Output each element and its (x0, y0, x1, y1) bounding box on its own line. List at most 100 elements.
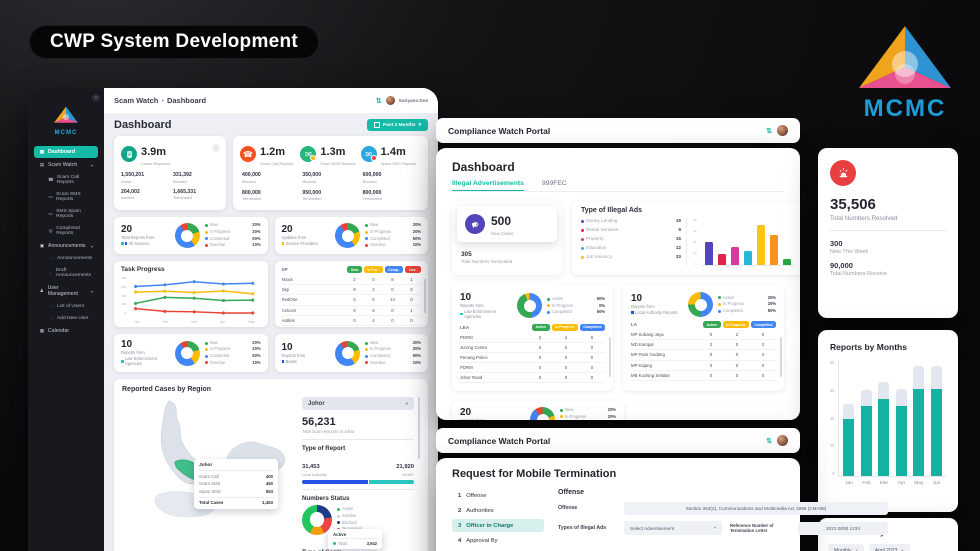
sidebar-group-announcements[interactable]: ▣ Announcements ▾ (39, 243, 93, 249)
series-bullet (124, 242, 128, 246)
tick-label: 0 (124, 311, 127, 315)
reports-by-months-card: Reports by Months 8k 6k 4k 2k 0 Jan Feb Mar Apr… (818, 330, 958, 512)
sort-toggle-icon[interactable]: ⇅ (375, 97, 382, 105)
user-icon: ♟ (39, 288, 44, 293)
sidebar-item-calendar[interactable]: ▦ Calendar (39, 328, 70, 334)
month-select[interactable]: April 2023 ▾ (868, 544, 910, 551)
bar (744, 250, 753, 265)
donut-chart (530, 407, 555, 420)
column-chip: Active (703, 321, 721, 328)
scamwatch-sidebar: ‹ MCMC ▦ Dashboard ▤ Scam Watch ▾ (28, 88, 104, 551)
table-row: MP Kajang 0 0 0 (631, 361, 776, 371)
column-chip: Ove.. (405, 266, 421, 273)
step-authorities[interactable]: 2 Authorities (458, 507, 494, 514)
illegal-ads-select[interactable]: Select Advertisement ▾ (624, 521, 722, 535)
stat-detail: 1,550,201 Active (121, 172, 145, 184)
frequency-select[interactable]: Monthly ▾ (828, 544, 864, 551)
scrollbar[interactable] (608, 337, 611, 377)
series-bullet (460, 312, 463, 316)
scrollbar[interactable] (779, 337, 782, 377)
termination-form-panel: Request for Mobile Termination 1 Offense … (436, 458, 888, 551)
illegal-ads-bar-chart (701, 217, 796, 266)
tick-label: 300 (121, 284, 127, 289)
scamwatch-body: Dashboard Past 2 Months ▾ (104, 113, 438, 551)
stat-card-report-types: ☎ 1.2m Scam Call Reports 400,000 Blocked 8… (233, 136, 428, 210)
tab-illegal-advertisements[interactable]: Illegal Advertisements (452, 180, 524, 191)
legend-item: Blocked (337, 520, 393, 527)
sidebar-item-draft-announcements[interactable]: - Draft Announcements (49, 268, 92, 278)
mail-icon: ✉ (360, 146, 377, 162)
legend-item: Overdue 10% (204, 360, 261, 367)
dash-bullet-icon: - (50, 256, 52, 261)
sidebar-item-list-of-users[interactable]: - List of Users (34, 301, 98, 312)
legend-item: Completed 50% (204, 353, 261, 360)
breadcrumb-section[interactable]: Scam Watch (114, 96, 159, 105)
avatar[interactable] (385, 96, 395, 105)
region-select[interactable]: Johor ▾ (302, 397, 414, 410)
legend-item: Inactive (337, 513, 393, 520)
scrollbar[interactable] (423, 279, 426, 313)
sidebar-item-completed-reports[interactable]: ◎ Completed Reports (48, 226, 80, 236)
scam-watch-icon: ▤ (39, 162, 45, 167)
sidebar-group-scam-watch[interactable]: ▤ Scam Watch ▾ (39, 162, 93, 168)
step-officer-in-charge[interactable]: 3 Officer in Charge (452, 519, 544, 532)
stat-details: 1,550,201 Active 331,392 Blocked 204,002 Inac… (121, 172, 219, 200)
avatar[interactable] (777, 125, 788, 136)
legend-item: Education 12 (581, 244, 681, 253)
step-offense[interactable]: 1 Offense (458, 492, 487, 499)
donut-legend: New 20% In Progress 20% (560, 407, 616, 420)
offense-input[interactable]: Section 263(2), Communications and Multi… (624, 502, 888, 515)
chevron-down-icon: ▾ (90, 288, 93, 294)
siren-icon (830, 160, 856, 186)
donut-card-all-sources: 20 Total Reports from All Sources New 20%… (114, 217, 268, 254)
table-row: MP Subang Jaya 0 2 0 (631, 330, 776, 341)
stat-detail: 800,000 Terminated (242, 189, 262, 202)
sort-toggle-icon[interactable]: ⇅ (766, 127, 772, 135)
sms-icon: ▭ (48, 211, 53, 216)
tab-999fec[interactable]: 999FEC (541, 180, 567, 187)
sidebar-item-scam-sms-reports[interactable]: ▭ Scam SMS Reports (48, 192, 81, 202)
sidebar-item-dashboard[interactable]: ▦ Dashboard (34, 146, 98, 158)
stacked-bar: Apr (895, 360, 907, 486)
legend-item: Completed 50% (547, 309, 605, 316)
sidebar-collapse-button[interactable]: ‹ (92, 94, 100, 102)
region-total: 56,231 (302, 416, 336, 428)
avatar[interactable] (777, 435, 788, 446)
reference-number-input[interactable]: 2023 0000 1234 (798, 521, 888, 535)
legend-item: In Progress 25% (718, 301, 776, 308)
legend-item: In Progress 20% (365, 346, 421, 353)
bar (770, 235, 779, 265)
la-table: LA Active In Progress Completed MP Subang … (631, 321, 776, 381)
chevron-down-icon: ▾ (901, 547, 904, 551)
reported-cases-by-region-card: Reported Cases by Region Johor (114, 379, 428, 551)
card-menu-button[interactable]: ⋯ (212, 144, 220, 152)
donut-card-law-enforcement: 10 Reports from Law Enforcement Agencies… (114, 334, 268, 372)
sidebar-group-user-management[interactable]: ♟ User Management ▾ (39, 285, 93, 297)
new-cases-card: 500 New Cases 305 Total Numbers Terminat… (452, 201, 562, 275)
sidebar-item-scam-call-reports[interactable]: ☎ Scam Call Reports (48, 175, 80, 185)
sidebar-item-add-new-user[interactable]: - Add New User (34, 313, 98, 324)
tick-label: 30 (693, 229, 697, 233)
stacked-bar: Feb (860, 360, 872, 486)
reports-by-months-bar-chart: Jan Feb Mar Apr May Jun (838, 360, 946, 486)
sidebar-item-announcements[interactable]: - Announcements (34, 253, 98, 264)
scrollbar[interactable] (417, 397, 420, 459)
sidebar-item-sms-spam-reports[interactable]: ▭ SMS Spam Reports (48, 209, 81, 219)
table-row: MP Pasir Gudang 0 0 4 (631, 350, 776, 361)
mcmc-triangle-icon (54, 106, 78, 123)
series-bullet (631, 311, 634, 315)
sort-toggle-icon[interactable]: ⇅ (766, 437, 772, 445)
breadcrumb-page[interactable]: Dashboard (166, 96, 207, 105)
table-row: Celcom 0 6 0 1 (281, 306, 421, 316)
period-filter-button[interactable]: Past 2 Months ▾ (367, 119, 428, 131)
scamwatch-topbar: Scam Watch • Dashboard ⇅ Suriyana Doe (104, 88, 438, 113)
table-row: Jurong Centre 0 0 0 (460, 343, 605, 353)
donut-cards-row-2: 10 Reports from Law Enforcement Agencies… (114, 334, 428, 372)
mail-icon: ✉ (300, 146, 317, 162)
stat-col-scam-sms: ✉ 1.3m Scam SMS Reports 350,000 Blocked 95… (300, 142, 360, 204)
step-approval-by[interactable]: 4 Approval By (458, 537, 498, 544)
y-axis-ticks: 400 300 200 100 0 (121, 275, 128, 322)
tick-label: 0 (832, 471, 835, 476)
donut-legend: New 20% In Progress 20% Completed 50% Overdue 1… (365, 222, 421, 248)
